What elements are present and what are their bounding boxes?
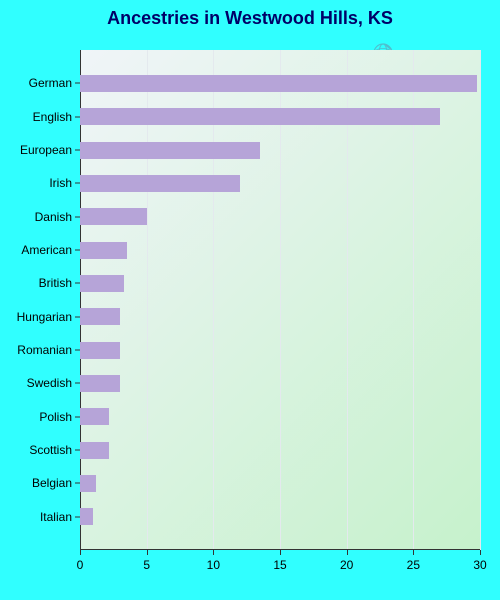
- y-tick-label: Swedish: [0, 376, 72, 390]
- x-tick-label: 20: [340, 558, 353, 572]
- y-tick-mark: [75, 150, 80, 151]
- y-tick-label: English: [0, 110, 72, 124]
- bar: [80, 308, 120, 325]
- y-tick-mark: [75, 416, 80, 417]
- bar: [80, 108, 440, 125]
- y-tick-label: Romanian: [0, 343, 72, 357]
- bar: [80, 242, 127, 259]
- x-tick-mark: [280, 550, 281, 555]
- x-tick-mark: [147, 550, 148, 555]
- y-tick-mark: [75, 83, 80, 84]
- bar: [80, 375, 120, 392]
- y-tick-label: European: [0, 143, 72, 157]
- y-tick-label: Scottish: [0, 443, 72, 457]
- y-tick-label: Irish: [0, 176, 72, 190]
- chart-plot-area: [80, 50, 480, 550]
- x-tick-mark: [80, 550, 81, 555]
- y-tick-mark: [75, 450, 80, 451]
- y-tick-label: Belgian: [0, 476, 72, 490]
- x-tick-label: 30: [473, 558, 486, 572]
- y-tick-mark: [75, 116, 80, 117]
- y-tick-mark: [75, 316, 80, 317]
- y-tick-label: American: [0, 243, 72, 257]
- y-tick-mark: [75, 216, 80, 217]
- x-tick-mark: [480, 550, 481, 555]
- bar: [80, 175, 240, 192]
- y-tick-mark: [75, 383, 80, 384]
- y-tick-label: Danish: [0, 210, 72, 224]
- y-tick-label: German: [0, 76, 72, 90]
- y-tick-mark: [75, 483, 80, 484]
- bar: [80, 508, 93, 525]
- y-tick-mark: [75, 350, 80, 351]
- x-tick-mark: [347, 550, 348, 555]
- x-tick-mark: [213, 550, 214, 555]
- bar: [80, 142, 260, 159]
- x-tick-mark: [413, 550, 414, 555]
- x-tick-label: 10: [207, 558, 220, 572]
- bar: [80, 475, 96, 492]
- bar: [80, 342, 120, 359]
- y-tick-mark: [75, 283, 80, 284]
- y-tick-mark: [75, 183, 80, 184]
- x-tick-label: 25: [407, 558, 420, 572]
- y-tick-label: British: [0, 276, 72, 290]
- y-tick-label: Polish: [0, 410, 72, 424]
- x-tick-label: 0: [77, 558, 84, 572]
- y-tick-label: Hungarian: [0, 310, 72, 324]
- y-tick-label: Italian: [0, 510, 72, 524]
- y-tick-mark: [75, 250, 80, 251]
- x-tick-label: 15: [273, 558, 286, 572]
- grid-line: [480, 50, 481, 550]
- bar: [80, 75, 477, 92]
- bar: [80, 275, 124, 292]
- y-tick-mark: [75, 516, 80, 517]
- bar: [80, 208, 147, 225]
- chart-title: Ancestries in Westwood Hills, KS: [0, 8, 500, 29]
- bar: [80, 442, 109, 459]
- x-tick-label: 5: [143, 558, 150, 572]
- bar: [80, 408, 109, 425]
